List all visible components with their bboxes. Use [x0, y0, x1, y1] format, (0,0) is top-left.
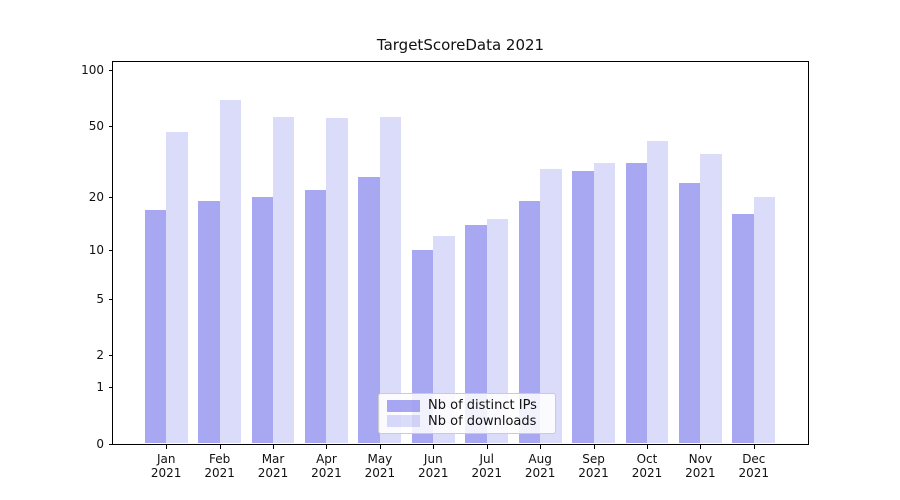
legend-label: Nb of downloads: [428, 413, 537, 429]
y-tick-mark: [109, 125, 113, 127]
y-tick-label: 50: [88, 118, 104, 133]
bar-ips-jan: [144, 209, 167, 444]
x-tick-year: 2021: [524, 466, 556, 480]
x-tick-mark: [646, 445, 648, 449]
x-tick-mark: [219, 445, 221, 449]
legend-label: Nb of distinct IPs: [428, 398, 537, 414]
bar-downloads-nov: [700, 153, 722, 444]
bar-downloads-mar: [273, 116, 295, 444]
legend-swatch: [387, 399, 420, 412]
bar-downloads-jun: [433, 236, 455, 444]
x-tick-mark: [486, 445, 488, 449]
bar-downloads-jan: [166, 132, 188, 444]
x-tick-mark: [433, 445, 435, 449]
bar-downloads-sep: [593, 163, 615, 444]
bar-downloads-may: [379, 116, 402, 444]
x-tick-month: Mar: [261, 452, 285, 466]
x-tick-label: Jan 2021: [139, 452, 193, 480]
bar-ips-nov: [679, 183, 701, 444]
y-tick-label: 100: [81, 63, 104, 78]
x-tick-mark: [753, 445, 755, 449]
x-tick-mark: [166, 445, 168, 449]
x-tick-year: 2021: [257, 466, 289, 480]
x-tick-label: May 2021: [353, 452, 407, 480]
bar-ips-dec: [732, 214, 754, 444]
x-tick-year: 2021: [738, 466, 770, 480]
y-tick-label: 2: [96, 347, 104, 362]
x-tick-label: Mar 2021: [246, 452, 300, 480]
x-tick-year: 2021: [311, 466, 342, 480]
x-tick-year: 2021: [204, 466, 235, 480]
x-tick-month: Jul: [479, 452, 494, 466]
x-tick-label: Feb 2021: [193, 452, 247, 480]
x-tick-month: Jun: [423, 452, 443, 466]
x-tick-mark: [540, 445, 542, 449]
y-tick-mark: [109, 249, 113, 251]
y-tick-mark: [109, 298, 113, 300]
bar-downloads-jul: [486, 219, 509, 444]
x-tick-label: Nov 2021: [673, 452, 727, 480]
bar-downloads-aug: [540, 168, 562, 444]
x-tick-label: Aug 2021: [513, 452, 567, 480]
bar-ips-oct: [625, 163, 647, 444]
x-tick-label: Apr 2021: [299, 452, 353, 480]
x-tick-month: Jan: [156, 452, 176, 466]
bar-ips-may: [358, 177, 380, 444]
x-tick-label: Sep 2021: [567, 452, 621, 480]
bar-ips-sep: [572, 171, 594, 444]
legend-entry: Nb of distinct IPs: [387, 398, 547, 414]
x-tick-month: Apr: [316, 452, 337, 466]
x-tick-month: Aug: [528, 452, 552, 466]
bar-ips-feb: [198, 201, 220, 444]
x-tick-mark: [700, 445, 702, 449]
x-tick-month: Nov: [688, 452, 713, 466]
x-tick-label: Dec 2021: [727, 452, 781, 480]
chart-title: TargetScoreData 2021: [376, 36, 545, 54]
y-tick-label: 10: [88, 242, 104, 257]
legend-entry: Nb of downloads: [387, 414, 547, 430]
bar-ips-jul: [465, 224, 487, 444]
x-tick-mark: [273, 445, 275, 449]
bar-ips-aug: [518, 201, 541, 444]
bar-ips-apr: [305, 189, 327, 444]
y-tick-label: 20: [88, 190, 104, 205]
bar-ips-mar: [251, 197, 274, 444]
x-tick-month: May: [367, 452, 393, 466]
x-tick-mark: [593, 445, 595, 449]
y-tick-label: 0: [96, 436, 104, 451]
legend: Nb of distinct IPs Nb of downloads: [378, 393, 556, 434]
x-tick-month: Feb: [208, 452, 231, 466]
x-tick-year: 2021: [418, 466, 449, 480]
x-tick-year: 2021: [578, 466, 609, 480]
x-tick-year: 2021: [685, 466, 716, 480]
x-tick-month: Dec: [742, 452, 766, 466]
x-tick-mark: [326, 445, 328, 449]
bar-downloads-apr: [326, 118, 348, 444]
y-tick-mark: [109, 354, 113, 356]
x-tick-label: Jun 2021: [406, 452, 460, 480]
y-tick-mark: [109, 443, 113, 445]
bar-downloads-oct: [646, 141, 669, 444]
x-tick-label: Jul 2021: [460, 452, 514, 480]
legend-swatch: [387, 415, 420, 428]
y-tick-mark: [109, 70, 113, 72]
y-tick-mark: [109, 197, 113, 199]
x-tick-year: 2021: [150, 466, 182, 480]
x-tick-year: 2021: [364, 466, 396, 480]
y-tick-label: 1: [96, 380, 104, 395]
x-tick-year: 2021: [471, 466, 502, 480]
x-tick-month: Oct: [636, 452, 658, 466]
y-tick-label: 5: [96, 291, 104, 306]
x-tick-mark: [379, 445, 381, 449]
x-tick-year: 2021: [631, 466, 663, 480]
x-tick-label: Oct 2021: [620, 452, 674, 480]
x-tick-month: Sep: [582, 452, 605, 466]
bar-downloads-dec: [753, 197, 776, 444]
y-tick-mark: [109, 387, 113, 389]
bar-downloads-feb: [219, 100, 241, 444]
